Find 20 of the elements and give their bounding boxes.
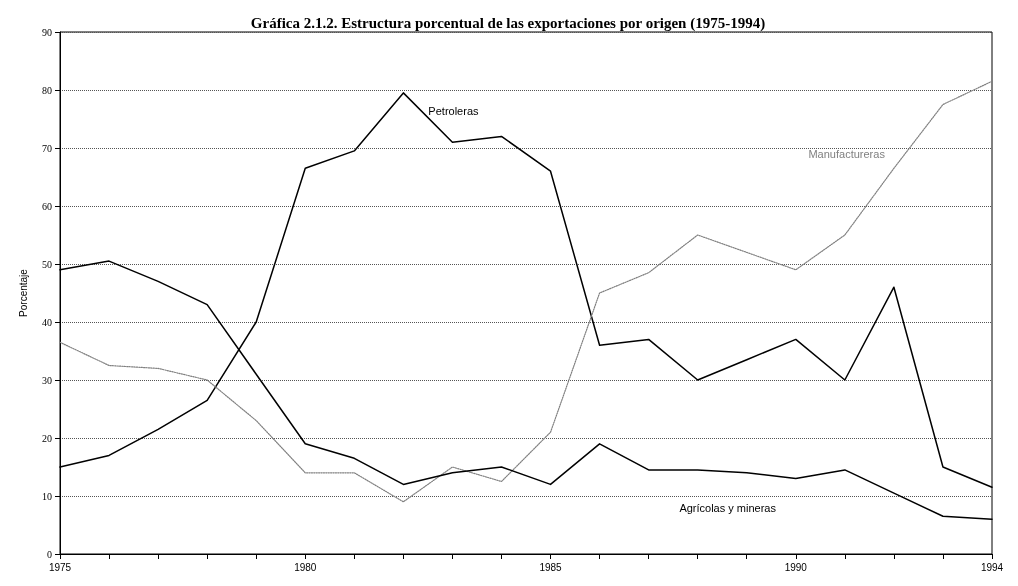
x-tick-label: 1990 (784, 561, 808, 573)
y-tick-label: 10 (42, 490, 52, 502)
y-axis-title: Porcentaje (17, 268, 29, 317)
y-tick-label: 0 (47, 548, 52, 560)
y-tick-label: 30 (42, 374, 52, 386)
x-tick-label: 1994 (980, 561, 1004, 573)
series-label: Manufactureras (808, 148, 886, 161)
x-tick-label: 1975 (48, 561, 72, 573)
x-tick-label: 1980 (294, 561, 317, 573)
y-tick-label: 20 (42, 432, 52, 444)
chart-title: Gráfica 2.1.2. Estructura porcentual de las exportaciones por origen (1975-1994) (250, 14, 766, 32)
y-tick-label: 70 (42, 142, 52, 154)
y-tick-label: 90 (42, 26, 52, 38)
y-tick-label: 40 (42, 316, 52, 328)
y-tick-label: 80 (42, 84, 52, 96)
series-label: Petroleras (428, 104, 479, 117)
y-tick-label: 50 (42, 258, 52, 270)
x-tick-label: 1985 (539, 561, 563, 573)
y-tick-label: 60 (42, 200, 52, 212)
text: Agrícolas y mineras (679, 502, 777, 515)
